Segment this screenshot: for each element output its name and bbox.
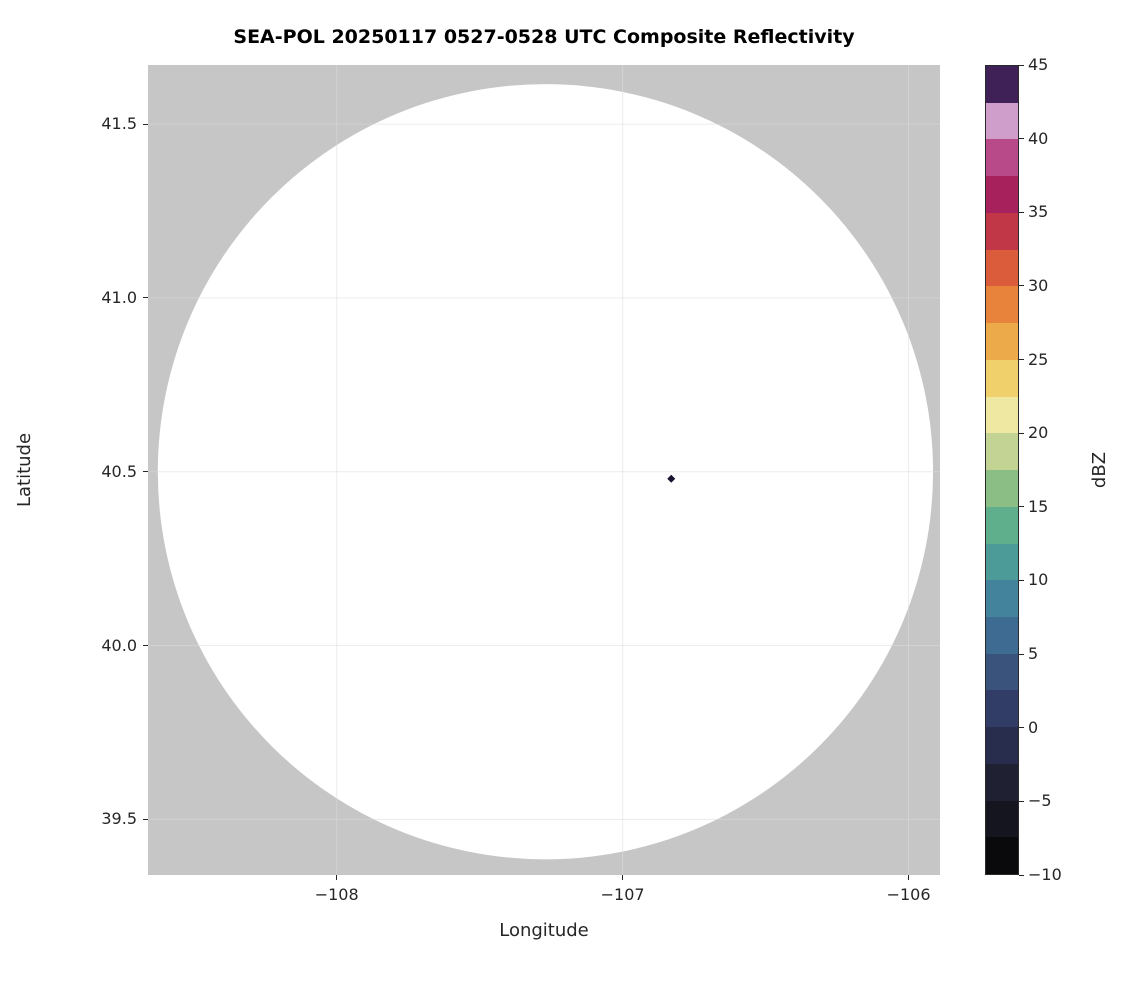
colorbar-segment: [986, 690, 1018, 728]
colorbar-tick-mark: [1019, 432, 1024, 434]
colorbar-tick-label: −5: [1028, 791, 1052, 811]
colorbar-segment: [986, 580, 1018, 618]
colorbar-tick-label: 25: [1028, 349, 1049, 369]
x-tick-label: −106: [886, 885, 931, 904]
y-tick-mark: [143, 123, 148, 125]
colorbar-tick-mark: [1019, 138, 1024, 140]
x-axis-label: Longitude: [499, 920, 589, 941]
y-axis-label: Latitude: [14, 432, 35, 508]
colorbar-tick-label: 20: [1028, 423, 1049, 443]
x-tick-label: −107: [600, 885, 645, 904]
y-tick-mark: [143, 471, 148, 473]
y-tick-label: 39.5: [101, 809, 137, 829]
y-tick-label: 40.5: [101, 461, 137, 481]
colorbar-tick-label: 40: [1028, 128, 1049, 148]
y-tick-label: 41.0: [101, 287, 137, 307]
colorbar-tick-label: 10: [1028, 570, 1049, 590]
colorbar-segment: [986, 617, 1018, 654]
x-tick-mark: [908, 875, 910, 880]
colorbar: [985, 65, 1019, 875]
y-tick-label: 41.5: [101, 114, 137, 134]
colorbar-segment: [986, 66, 1018, 103]
colorbar-segment: [986, 286, 1018, 324]
colorbar-tick-label: −10: [1028, 865, 1062, 884]
colorbar-tick-mark: [1019, 211, 1024, 213]
colorbar-segment: [986, 653, 1018, 691]
colorbar-tick-label: 35: [1028, 202, 1049, 222]
colorbar-tick-label: 15: [1028, 496, 1049, 516]
colorbar-segment: [986, 763, 1018, 801]
colorbar-tick-label: 30: [1028, 275, 1049, 295]
colorbar-segment: [986, 543, 1018, 581]
chart-title: SEA-POL 20250117 0527-0528 UTC Composite…: [233, 26, 855, 48]
colorbar-segment: [986, 727, 1018, 764]
colorbar-label: dBZ: [1089, 451, 1110, 489]
colorbar-tick-mark: [1019, 359, 1024, 361]
colorbar-tick-mark: [1019, 506, 1024, 508]
colorbar-tick-mark: [1019, 653, 1024, 655]
x-tick-mark: [622, 875, 624, 880]
colorbar-segment: [986, 249, 1018, 287]
colorbar-segment: [986, 212, 1018, 250]
colorbar-tick-label: 0: [1028, 717, 1039, 737]
colorbar-segment: [986, 323, 1018, 360]
colorbar-segment: [986, 396, 1018, 434]
colorbar-tick-mark: [1019, 64, 1024, 66]
y-tick-mark: [143, 645, 148, 647]
colorbar-segment: [986, 470, 1018, 507]
colorbar-segment: [986, 800, 1018, 838]
x-tick-mark: [336, 875, 338, 880]
radar-plot: [148, 65, 940, 875]
colorbar-tick-mark: [1019, 579, 1024, 581]
colorbar-tick-label: 45: [1028, 55, 1049, 74]
colorbar-tick-label: 5: [1028, 644, 1039, 664]
colorbar-segment: [986, 506, 1018, 544]
colorbar-tick-mark: [1019, 874, 1024, 876]
x-tick-label: −108: [314, 885, 359, 904]
colorbar-segment: [986, 837, 1018, 875]
colorbar-tick-mark: [1019, 285, 1024, 287]
colorbar-segment: [986, 176, 1018, 213]
echo-marker: [667, 474, 676, 483]
colorbar-tick-mark: [1019, 800, 1024, 802]
y-tick-mark: [143, 818, 148, 820]
y-tick-label: 40.0: [101, 635, 137, 655]
y-tick-mark: [143, 297, 148, 299]
colorbar-segment: [986, 359, 1018, 397]
colorbar-segment: [986, 433, 1018, 471]
colorbar-segment: [986, 139, 1018, 177]
colorbar-segment: [986, 102, 1018, 140]
colorbar-tick-mark: [1019, 727, 1024, 729]
